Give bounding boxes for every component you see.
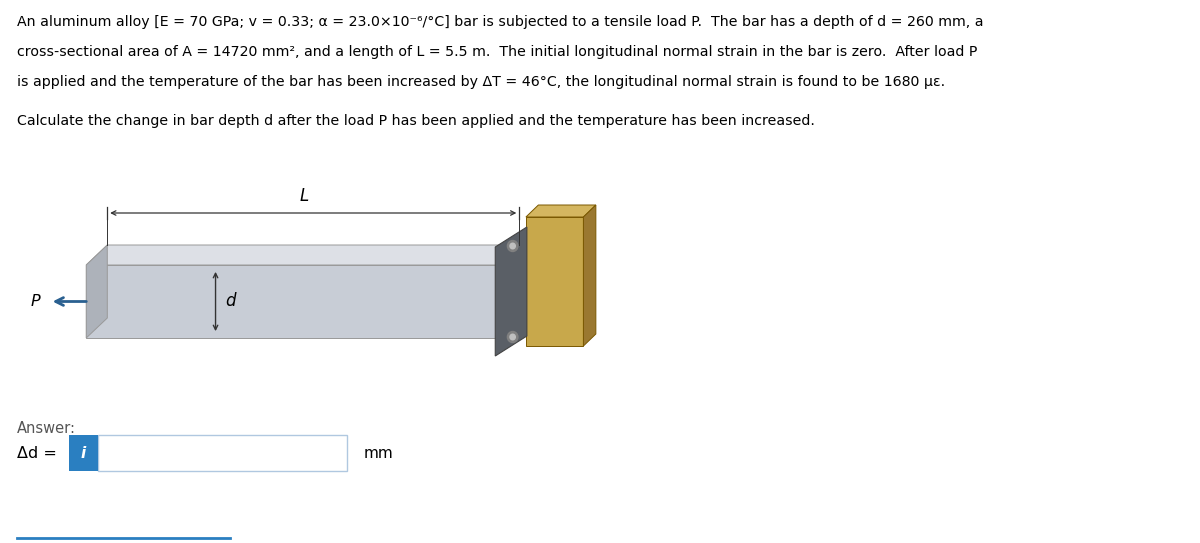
FancyBboxPatch shape	[68, 435, 97, 471]
Polygon shape	[498, 245, 520, 338]
Polygon shape	[583, 205, 596, 346]
Circle shape	[510, 334, 515, 340]
Text: An aluminum alloy [E = 70 GPa; v = 0.33; α = 23.0×10⁻⁶/°C] bar is subjected to a: An aluminum alloy [E = 70 GPa; v = 0.33;…	[17, 15, 984, 29]
Text: i: i	[80, 445, 86, 460]
Polygon shape	[86, 265, 498, 338]
Text: cross-sectional area of A = 14720 mm², and a length of L = 5.5 m.  The initial l: cross-sectional area of A = 14720 mm², a…	[17, 45, 978, 59]
Text: Calculate the change in bar depth d after the load P has been applied and the te: Calculate the change in bar depth d afte…	[17, 114, 815, 128]
Polygon shape	[526, 205, 596, 217]
Polygon shape	[526, 217, 583, 346]
Text: L: L	[299, 187, 308, 205]
Circle shape	[508, 331, 518, 343]
Text: d: d	[226, 293, 235, 311]
FancyBboxPatch shape	[97, 435, 347, 471]
Text: is applied and the temperature of the bar has been increased by ΔT = 46°C, the l: is applied and the temperature of the ba…	[17, 75, 946, 89]
Text: Answer:: Answer:	[17, 421, 77, 436]
Polygon shape	[86, 245, 520, 265]
Text: mm: mm	[364, 445, 394, 460]
Polygon shape	[86, 245, 107, 338]
Text: P: P	[31, 294, 41, 309]
Polygon shape	[496, 227, 527, 356]
Text: Δd =: Δd =	[17, 445, 58, 460]
Circle shape	[508, 241, 518, 251]
Circle shape	[510, 243, 515, 249]
